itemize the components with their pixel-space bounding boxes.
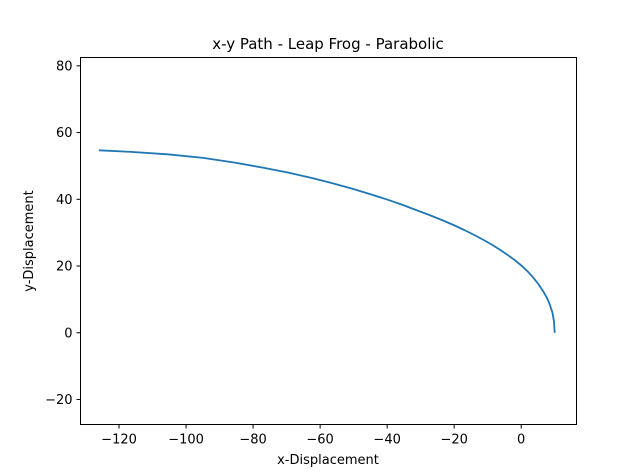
x-tick-label: −40 <box>373 433 400 448</box>
y-axis-label: y-Displacement <box>22 190 37 292</box>
y-axis: −20 0 20 40 60 80 <box>45 59 81 408</box>
y-tick-label: 60 <box>56 126 73 141</box>
x-tick-label: 0 <box>517 433 525 448</box>
x-tick-label: −60 <box>306 433 333 448</box>
y-tick-label: −20 <box>45 393 72 408</box>
y-tick-label: 80 <box>56 59 73 74</box>
x-axis: −120 −100 −80 −60 −40 −20 0 <box>101 424 525 448</box>
plot-area <box>98 149 556 333</box>
y-tick-label: 20 <box>56 260 73 275</box>
series-line-0 <box>98 149 556 333</box>
x-tick-label: −80 <box>239 433 266 448</box>
x-axis-label: x-Displacement <box>277 453 379 468</box>
y-tick-label: 40 <box>56 193 73 208</box>
x-tick-label: −100 <box>168 433 204 448</box>
y-tick-label: 0 <box>64 326 72 341</box>
x-tick-label: −120 <box>101 433 137 448</box>
chart-title: x-y Path - Leap Frog - Parabolic <box>212 35 444 53</box>
axes-frame <box>80 57 577 425</box>
x-tick-label: −20 <box>440 433 467 448</box>
